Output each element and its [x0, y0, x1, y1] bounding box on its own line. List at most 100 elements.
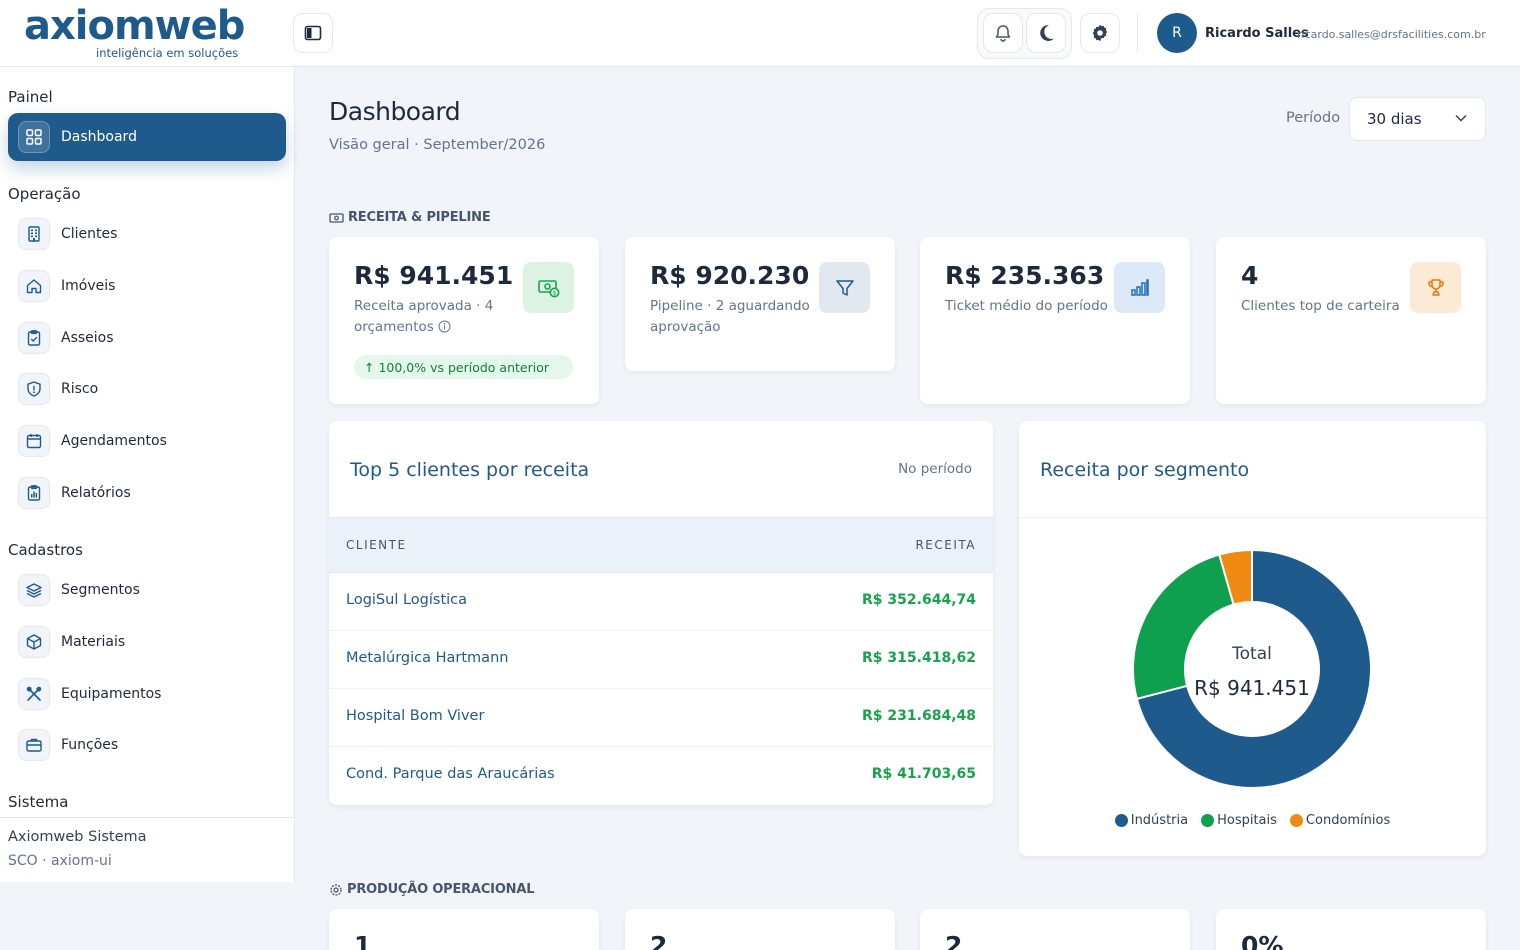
home-icon	[18, 270, 50, 302]
period-select[interactable]: 30 dias	[1349, 97, 1486, 141]
donut-slice-condom-nios[interactable]	[1218, 548, 1253, 606]
bar-chart-icon	[1114, 262, 1165, 313]
legend-item[interactable]: Indústria	[1114, 813, 1189, 828]
legend-swatch	[1289, 814, 1303, 827]
sidebar-section-sistema: Sistema	[8, 793, 69, 811]
legend-item[interactable]: Hospitais	[1201, 813, 1277, 828]
sidebar-item-asseios[interactable]: Asseios	[8, 316, 286, 360]
legend-swatch	[1114, 814, 1128, 827]
sidebar-item-relatorios[interactable]: Relatórios	[8, 471, 286, 515]
kpi-description: Receita aprovada · 4 orçamentos	[354, 298, 494, 335]
production-kpi-card: 0%	[1216, 909, 1486, 950]
dark-mode-button[interactable]	[1026, 13, 1066, 53]
client-revenue: R$ 352.644,74	[862, 592, 976, 608]
sidebar-item-agendamentos[interactable]: Agendamentos	[8, 419, 286, 463]
kpi-card-revenue: R$ 941.451 Receita aprovada · 4 orçament…	[329, 237, 599, 404]
page-title: Dashboard	[329, 97, 461, 126]
kpi-value: R$ 235.363	[945, 261, 1105, 290]
chart-legend: Indústria Hospitais Condomínios	[1019, 813, 1486, 828]
logo[interactable]: axiomweb inteligência em soluções	[24, 3, 245, 60]
briefcase-icon	[18, 729, 50, 761]
sidebar-item-label: Segmentos	[61, 582, 140, 598]
page-subtitle: Visão geral · September/2026	[329, 137, 546, 153]
layers-icon	[18, 574, 50, 606]
kpi-value: 4	[1241, 261, 1259, 290]
table-row[interactable]: Metalúrgica Hartmann R$ 315.418,62	[329, 631, 993, 689]
client-name[interactable]: LogiSul Logística	[346, 592, 468, 608]
sidebar-item-label: Imóveis	[61, 278, 116, 294]
building-icon	[18, 218, 50, 250]
kpi-value: 1	[354, 931, 372, 950]
settings-button[interactable]	[1080, 13, 1120, 53]
sidebar-item-label: Agendamentos	[61, 433, 167, 449]
box-icon	[18, 626, 50, 658]
sidebar-divider	[0, 817, 295, 818]
svg-text:$: $	[552, 290, 556, 297]
kpi-value: 0%	[1241, 931, 1284, 950]
sidebar-section-cadastros: Cadastros	[8, 541, 83, 559]
sidebar-item-label: Dashboard	[61, 129, 137, 145]
kpi-value: R$ 941.451	[354, 261, 514, 290]
sidebar-toggle-button[interactable]	[293, 13, 333, 53]
kpi-description: Ticket médio do período	[945, 298, 1108, 314]
user-name[interactable]: Ricardo Salles	[1205, 26, 1309, 41]
logo-wordmark: axiomweb	[24, 3, 245, 49]
sidebar-toggle-icon	[304, 25, 322, 41]
legend-label: Hospitais	[1217, 813, 1277, 828]
system-version: SCO · axiom-ui	[8, 853, 112, 869]
client-name[interactable]: Metalúrgica Hartmann	[346, 650, 509, 666]
top-bar: axiomweb inteligência em soluções R Rica…	[0, 0, 1520, 67]
growth-badge: ↑ 100,0% vs período anterior	[354, 355, 573, 379]
gear-icon	[1092, 24, 1108, 42]
legend-label: Condomínios	[1305, 813, 1391, 828]
client-name[interactable]: Cond. Parque das Araucárias	[346, 766, 555, 782]
client-revenue: R$ 231.684,48	[862, 708, 976, 724]
avatar[interactable]: R	[1157, 13, 1197, 53]
column-header-revenue[interactable]: RECEITA	[915, 538, 976, 552]
sidebar-item-label: Equipamentos	[61, 686, 162, 702]
sidebar-item-imoveis[interactable]: Imóveis	[8, 264, 286, 308]
card-title: Top 5 clientes por receita	[350, 459, 590, 481]
kpi-card-ticket: R$ 235.363 Ticket médio do período	[920, 237, 1190, 404]
table-header: CLIENTE RECEITA	[329, 517, 993, 573]
top-clients-card: Top 5 clientes por receita No período CL…	[329, 421, 993, 805]
sidebar-item-funcoes[interactable]: Funções	[8, 723, 286, 767]
sidebar-item-materiais[interactable]: Materiais	[8, 620, 286, 664]
sidebar-item-equipamentos[interactable]: Equipamentos	[8, 672, 286, 716]
kpi-card-pipeline: R$ 920.230 Pipeline · 2 aguardando aprov…	[625, 237, 895, 371]
client-name[interactable]: Hospital Bom Viver	[346, 708, 485, 724]
cash-icon	[329, 212, 344, 223]
donut-slice-ind-stria[interactable]	[1135, 548, 1372, 789]
column-header-client[interactable]: CLIENTE	[346, 538, 407, 552]
bell-icon	[995, 25, 1011, 42]
legend-item[interactable]: Condomínios	[1289, 813, 1391, 828]
sidebar-item-label: Clientes	[61, 226, 118, 242]
chevron-down-icon	[1455, 114, 1467, 122]
trophy-icon	[1410, 262, 1461, 313]
notifications-button[interactable]	[983, 13, 1023, 53]
table-row[interactable]: LogiSul Logística R$ 352.644,74	[329, 573, 993, 631]
sidebar-item-segmentos[interactable]: Segmentos	[8, 568, 286, 612]
kpi-card-top-clients: 4 Clientes top de carteira	[1216, 237, 1486, 404]
legend-label: Indústria	[1130, 813, 1189, 828]
kpi-value: 2	[650, 931, 668, 950]
sidebar-item-risco[interactable]: Risco	[8, 367, 286, 411]
user-email: ricardo.salles@drsfacilities.com.br	[1297, 28, 1486, 41]
sidebar: Painel Dashboard Operação Clientes Imóve…	[0, 67, 295, 882]
filter-icon	[819, 262, 870, 313]
table-row[interactable]: Hospital Bom Viver R$ 231.684,48	[329, 689, 993, 747]
section-revenue-title: RECEITA & PIPELINE	[329, 210, 491, 225]
donut-slice-hospitais[interactable]	[1132, 553, 1235, 701]
donut-center-label: Total	[1231, 644, 1272, 664]
system-name: Axiomweb Sistema	[8, 829, 147, 845]
tools-icon	[18, 678, 50, 710]
sidebar-item-clientes[interactable]: Clientes	[8, 212, 286, 256]
sidebar-item-label: Risco	[61, 381, 99, 397]
sidebar-item-dashboard[interactable]: Dashboard	[8, 113, 286, 161]
client-revenue: R$ 41.703,65	[871, 766, 976, 782]
period-value: 30 dias	[1367, 110, 1422, 128]
gear-outline-icon	[330, 883, 342, 896]
kpi-value: R$ 920.230	[650, 261, 810, 290]
table-row[interactable]: Cond. Parque das Araucárias R$ 41.703,65	[329, 747, 993, 805]
sidebar-item-label: Materiais	[61, 634, 126, 650]
